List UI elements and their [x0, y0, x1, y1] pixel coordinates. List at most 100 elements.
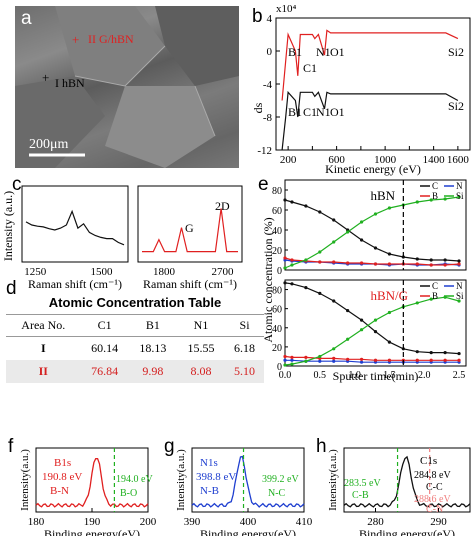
- region-i-label: I hBN: [55, 76, 85, 90]
- data-point: [415, 358, 419, 362]
- data-point: [304, 355, 308, 359]
- header-n1: N1: [176, 314, 226, 337]
- plot-frame-e-bottom: [284, 279, 467, 367]
- panel-b-letter: b: [252, 6, 263, 27]
- cell: I: [6, 336, 81, 360]
- series-region-ii-b: [281, 29, 459, 101]
- data-point: [304, 286, 308, 290]
- legend-label: N: [456, 181, 463, 191]
- data-point: [373, 318, 378, 322]
- data-point: [346, 357, 350, 361]
- peak-bond-f: B-N: [50, 485, 69, 497]
- scale-label: 200μm: [29, 137, 69, 152]
- data-point: [387, 358, 392, 362]
- data-point: [283, 256, 287, 260]
- data-point: [373, 212, 378, 216]
- data-point: [332, 240, 336, 244]
- x-tick-label-b: 200: [280, 154, 297, 166]
- data-point: [318, 250, 322, 254]
- panel-f: f Intensity(a.u.) Binding energy(eV)180 190…: [8, 436, 157, 536]
- x-axis-label-b: Kinetic energy (eV): [325, 162, 421, 176]
- x-tick-label-b: 600: [328, 154, 345, 166]
- data-point: [283, 266, 287, 270]
- data-point: [359, 261, 364, 265]
- data-point: [318, 260, 322, 264]
- legend-label: B: [432, 291, 438, 301]
- y-axis-label-g: Intensity(a.u.): [175, 449, 187, 511]
- sem-image: + + a II G/hBN I hBN 200μm: [15, 6, 239, 168]
- y-axis-label-f: Intensity(a.u.): [19, 449, 31, 511]
- y-tick-label-b: -4: [263, 79, 273, 91]
- legend-label: B: [432, 191, 438, 201]
- plot-frame-b: [275, 17, 471, 151]
- series-raman-graphene: [142, 208, 238, 253]
- legend-label: C: [432, 181, 438, 191]
- data-point: [359, 238, 364, 242]
- peak-value-g: 398.8 eV: [196, 471, 236, 483]
- table-row: I 60.14 18.13 15.55 6.18: [6, 336, 264, 360]
- panel-b: b x10⁴ ds Kinetic energy (eV) 4 0 -4 -8 -12 200 60…: [251, 3, 471, 176]
- peak-label-bottom: Si2: [448, 99, 464, 113]
- data-point: [429, 358, 433, 362]
- data-point: [373, 358, 378, 362]
- x-axis-label-f: Binding energy(eV): [44, 527, 140, 536]
- x-tick-label-c-right: 2700: [212, 266, 235, 278]
- y-tick-label-b: 4: [267, 13, 273, 25]
- spectrum-f: [35, 458, 149, 508]
- x-tick-label-c-left: 1250: [24, 266, 47, 278]
- x-axis-label-c-right: Raman shift (cm⁻¹): [143, 277, 237, 291]
- cell: II: [6, 360, 81, 383]
- data-point: [457, 299, 461, 303]
- header-area: Area No.: [6, 314, 81, 337]
- x-tick-label-e: 1.0: [348, 370, 361, 381]
- peak-name-h: C1s: [420, 455, 437, 467]
- ref1-value-h: 283.5 eV: [344, 478, 381, 489]
- plot-frame-e-top: [284, 179, 467, 271]
- data-point: [415, 200, 419, 204]
- x-tick-label-g: 400: [240, 516, 257, 528]
- series-raman-hbn: [25, 209, 125, 246]
- y-axis-label-b: ds: [251, 102, 265, 113]
- y-tick-label-b: 0: [267, 46, 273, 58]
- peak-label-bottom: O1: [330, 105, 345, 119]
- data-point: [304, 204, 308, 208]
- data-point: [304, 359, 308, 363]
- peak-label-top: Si2: [448, 45, 464, 59]
- data-point: [387, 206, 392, 210]
- panel-e-letter: e: [258, 174, 269, 195]
- panel-d-letter: d: [6, 278, 17, 299]
- data-point: [332, 260, 336, 264]
- cell: 60.14: [80, 336, 129, 360]
- ref2-bond-h: C-N: [426, 504, 443, 515]
- data-point: [429, 351, 433, 355]
- data-point: [332, 356, 336, 360]
- spectrum-h: [343, 455, 471, 508]
- data-point: [373, 330, 378, 334]
- y-tick-label-e: 0: [277, 266, 282, 277]
- plot-frame-g-h: [343, 447, 471, 513]
- data-point: [387, 340, 392, 344]
- x-tick-label-e: 0.0: [279, 370, 292, 381]
- cell: 76.84: [80, 360, 129, 383]
- data-point: [415, 350, 419, 354]
- peak-name-g: N1s: [200, 457, 218, 469]
- data-point: [290, 362, 294, 366]
- ref-value-g: 399.2 eV: [262, 474, 299, 485]
- data-point: [429, 198, 433, 202]
- data-point: [429, 258, 433, 262]
- data-point: [332, 218, 336, 222]
- data-point: [332, 359, 336, 363]
- data-point: [290, 263, 294, 267]
- table-title: Atomic Concentration Table: [48, 295, 222, 310]
- series-e-top-c: [284, 199, 460, 262]
- peak-bond-h: C-C: [426, 482, 443, 493]
- data-point: [318, 354, 322, 359]
- x-axis-label-e: Sputter time(min): [333, 369, 419, 383]
- x-tick-label-f: 180: [28, 516, 45, 528]
- exponent-label: x10⁴: [276, 3, 297, 15]
- series-e-bottom-c: [284, 282, 460, 355]
- data-point: [283, 281, 287, 285]
- data-point: [290, 358, 294, 362]
